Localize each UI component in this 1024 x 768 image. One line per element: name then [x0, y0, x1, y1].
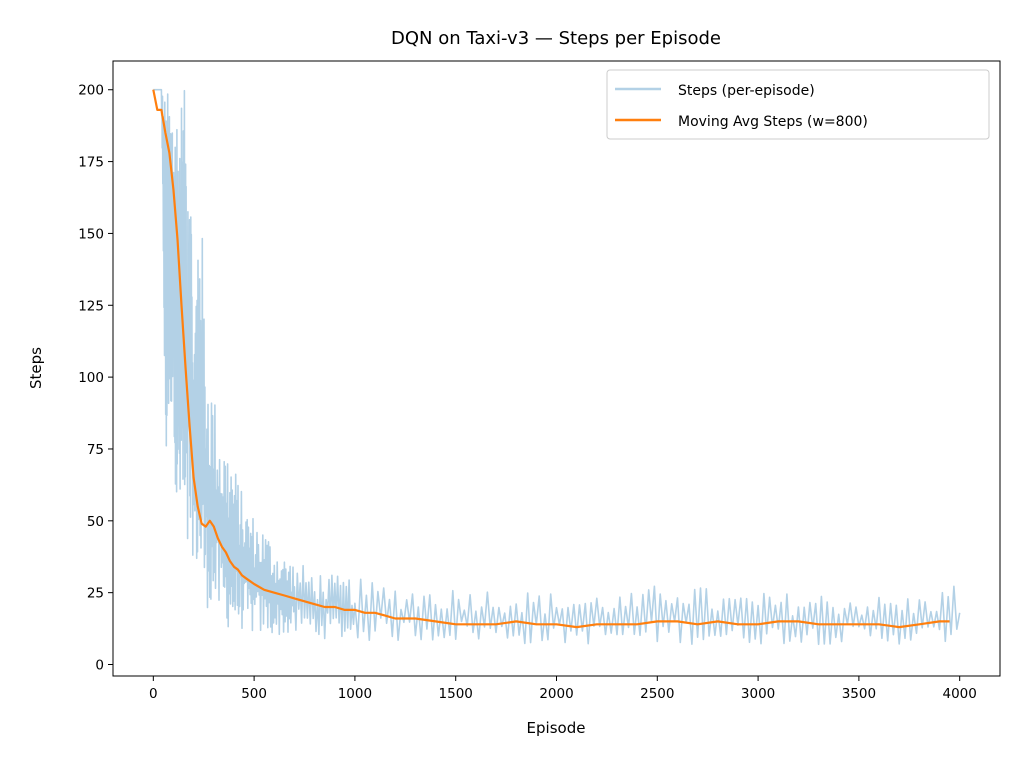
legend-label-steps: Steps (per-episode)	[678, 83, 815, 99]
y-axis-label: Steps	[27, 347, 45, 389]
y-tick-label: 125	[78, 298, 104, 314]
y-tick-label: 175	[78, 155, 104, 171]
x-tick-label: 3000	[741, 686, 775, 702]
y-tick-label: 25	[87, 586, 104, 602]
x-tick-label: 2500	[640, 686, 674, 702]
x-tick-label: 4000	[943, 686, 977, 702]
y-tick-label: 50	[87, 514, 104, 530]
series-steps-line	[153, 88, 961, 646]
legend-frame	[606, 69, 990, 140]
y-tick-label: 200	[78, 83, 104, 99]
x-tick-label: 1500	[439, 686, 473, 702]
y-tick-label: 75	[87, 442, 104, 458]
y-tick-label: 0	[95, 658, 104, 674]
x-tick-label: 500	[241, 686, 267, 702]
legend-label-moving-avg: Moving Avg Steps (w=800)	[678, 114, 868, 130]
y-tick-label: 100	[78, 370, 104, 386]
chart-title: DQN on Taxi-v3 — Steps per Episode	[391, 28, 721, 49]
plot-area	[152, 88, 961, 646]
axes: 0 500 1000 1500 2000 2500 3000 3500 4000 0 25 50 75 1…	[78, 60, 1001, 702]
x-axis-label: Episode	[527, 719, 586, 737]
x-tick-label: 1000	[338, 686, 372, 702]
x-tick-label: 2000	[539, 686, 573, 702]
x-tick-label: 3500	[842, 686, 876, 702]
x-tick-label: 0	[149, 686, 158, 702]
series-moving-avg-line	[152, 89, 950, 629]
legend: Steps (per-episode) Moving Avg Steps (w=…	[606, 69, 990, 140]
y-tick-label: 150	[78, 226, 104, 242]
